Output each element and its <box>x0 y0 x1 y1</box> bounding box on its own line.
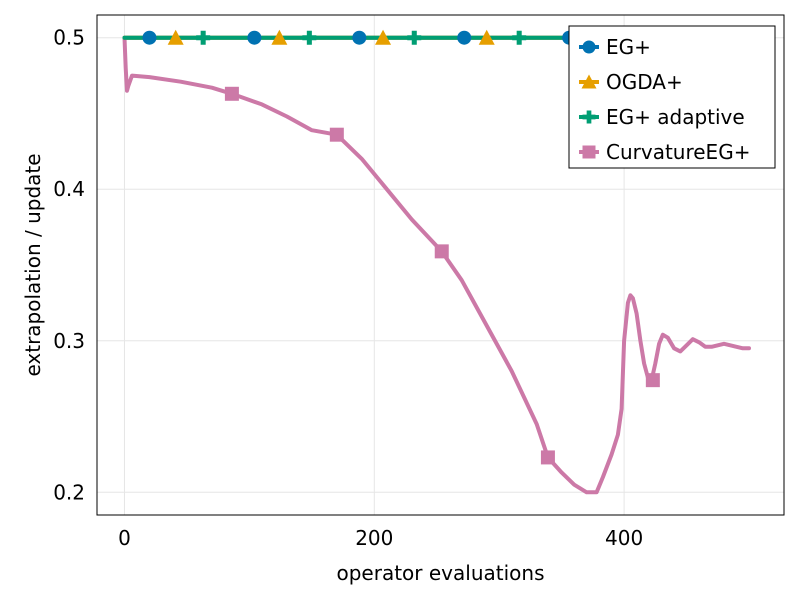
plot-area-frame <box>96 14 785 516</box>
data-point-eg-adaptive <box>512 30 527 45</box>
data-point-eg-adaptive <box>196 30 211 45</box>
data-point-ogda <box>271 29 288 45</box>
legend-swatch-marker <box>582 145 596 159</box>
series-line-curvatureeg <box>122 35 751 495</box>
legend-swatch-marker <box>582 40 596 54</box>
data-point-eg <box>247 30 262 45</box>
data-point-eg <box>142 30 157 45</box>
x-axis-title: operator evaluations <box>337 561 545 585</box>
data-point-eg <box>457 30 472 45</box>
data-point-ogda <box>167 29 184 45</box>
legend-label: EG+ <box>606 35 651 59</box>
data-point-ogda <box>478 29 495 45</box>
data-point-curvatureeg <box>434 244 449 259</box>
series-curvatureeg <box>122 35 751 495</box>
x-tick-label: 0 <box>118 526 131 550</box>
y-tick-label: 0.2 <box>53 480 85 504</box>
legend-label: CurvatureEG+ <box>606 140 750 164</box>
legend-item-eg-adaptive: EG+ adaptive <box>579 105 745 129</box>
data-point-ogda <box>375 29 392 45</box>
legend-item-ogda: OGDA+ <box>579 70 683 94</box>
data-point-eg <box>352 30 367 45</box>
x-tick-label: 400 <box>605 526 643 550</box>
x-tick-label: 200 <box>355 526 393 550</box>
y-tick-label: 0.4 <box>53 177 85 201</box>
data-point-curvatureeg <box>329 127 344 142</box>
legend-swatch-marker <box>581 74 597 89</box>
data-point-eg-adaptive <box>302 30 317 45</box>
data-point-curvatureeg <box>645 373 660 388</box>
y-tick-label: 0.5 <box>53 26 85 50</box>
data-point-curvatureeg <box>224 86 239 101</box>
legend-box <box>568 25 776 169</box>
markers-curvatureeg <box>224 86 660 465</box>
y-tick-label: 0.3 <box>53 329 85 353</box>
markers-ogda <box>167 29 495 45</box>
legend-swatch-marker <box>582 110 596 124</box>
legend-item-curvatureeg: CurvatureEG+ <box>579 140 750 164</box>
data-point-eg-adaptive <box>407 30 422 45</box>
legend-label: OGDA+ <box>606 70 683 94</box>
legend: EG+ OGDA+ EG+ adaptive CurvatureEG+ <box>568 25 776 169</box>
markers-eg-adaptive <box>196 30 527 45</box>
axis-ticks: 0 200 400 0.2 0.3 0.4 0.5 <box>53 26 643 550</box>
y-axis-title: extrapolation / update <box>21 153 45 376</box>
legend-label: EG+ adaptive <box>606 105 745 129</box>
data-point-curvatureeg <box>540 450 555 465</box>
legend-item-eg: EG+ <box>579 35 651 59</box>
